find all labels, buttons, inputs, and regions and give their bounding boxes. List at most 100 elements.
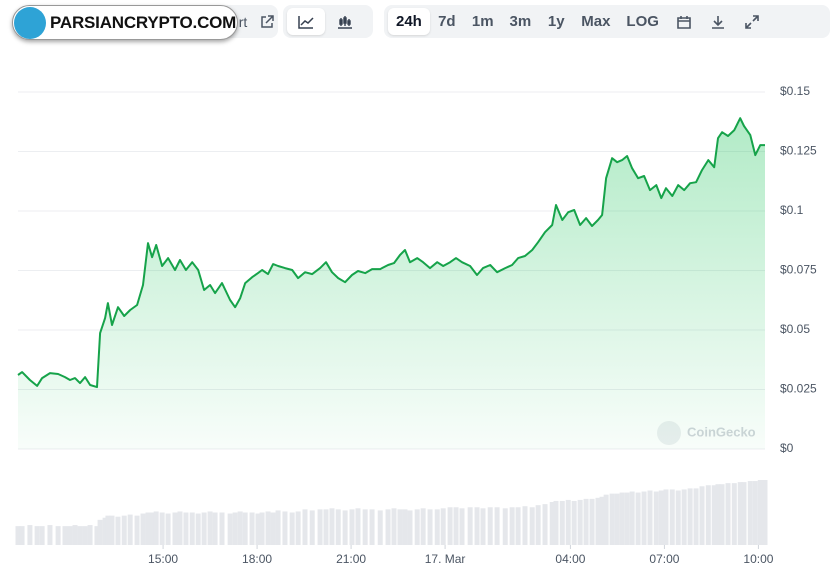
volume-bar [309, 510, 315, 545]
volume-bar [219, 512, 225, 545]
volume-bar [153, 511, 159, 545]
range-button[interactable]: Max [581, 13, 611, 30]
volume-bar [641, 491, 647, 545]
volume-bar [747, 481, 753, 545]
volume-bar [474, 507, 480, 545]
range-button[interactable]: 7d [438, 13, 456, 30]
volume-bar [270, 512, 276, 545]
y-tick-label: $0 [780, 441, 794, 455]
volume-bar [480, 508, 486, 545]
volume-bar [752, 481, 758, 545]
volume-bar [27, 525, 33, 545]
volume-bar [487, 507, 493, 545]
site-watermark: PARSIANCRYPTO.COM [12, 5, 238, 40]
volume-bar [737, 482, 743, 545]
icon [745, 14, 759, 29]
volume-bar [385, 509, 391, 545]
volume-bar [212, 512, 218, 545]
volume-bar [369, 509, 375, 545]
y-tick-label: $0.125 [780, 144, 817, 158]
volume-bar [549, 502, 555, 545]
y-tick-label: $0.15 [780, 84, 810, 98]
volume-bar [693, 488, 699, 545]
volume-bar [459, 508, 465, 545]
volume-bar [599, 496, 605, 545]
volume-bar [329, 508, 335, 545]
external-icon [261, 14, 274, 28]
volume-bar [275, 510, 281, 545]
chart-link-label[interactable]: rt [238, 13, 248, 30]
volume-bar [502, 508, 508, 545]
volume-bar [402, 509, 408, 545]
line-chart-button[interactable] [287, 8, 325, 35]
range-group: 24h 7d 1m 3m 1y Max LOG [384, 5, 830, 38]
icon [677, 15, 691, 29]
volume-bar [577, 499, 583, 545]
volume-bar [427, 509, 433, 545]
volume-bar [34, 526, 40, 545]
candle-chart-button[interactable] [325, 8, 365, 35]
volume-bar [609, 493, 615, 545]
volume-bar [87, 525, 93, 545]
range-button[interactable]: 1y [547, 13, 565, 30]
volume-bar [522, 506, 528, 545]
log-button[interactable]: LOG [626, 13, 659, 30]
range-button[interactable]: 1m [471, 13, 494, 30]
volume-bar [559, 500, 565, 545]
icon [711, 15, 724, 29]
volume-bar [94, 526, 100, 545]
range-button[interactable]: 3m [509, 13, 532, 30]
volume-bar [72, 525, 78, 545]
volume-bar [571, 500, 577, 545]
volume-bar [149, 512, 155, 545]
volume-bar [183, 512, 189, 545]
volume-bar [434, 509, 440, 545]
download-button[interactable] [701, 8, 735, 35]
volume-bar [675, 490, 681, 545]
volume-bar [535, 505, 541, 545]
volume-bar [529, 507, 535, 545]
y-tick-label: $0.05 [780, 322, 810, 336]
volume-bar [565, 499, 571, 545]
volume-bar [624, 492, 630, 545]
volume-bar [295, 511, 301, 545]
volume-bar [323, 509, 329, 545]
volume-bar [165, 513, 171, 545]
volume-bar [440, 508, 446, 545]
volume-bar [109, 515, 115, 545]
volume-bar [47, 525, 53, 545]
y-tick-label: $0.1 [780, 203, 804, 217]
volume-bar [189, 512, 195, 545]
volume-bar [509, 507, 515, 545]
candle-icon [338, 15, 352, 29]
volume-bar [762, 480, 768, 545]
volume-bar [595, 497, 601, 545]
volume-bar [635, 492, 641, 545]
volume-bar [414, 509, 420, 545]
x-tick-label: 17. Mar [425, 552, 466, 566]
volume-bar [172, 512, 178, 545]
volume-bar [453, 507, 459, 545]
volume-bar [447, 507, 453, 545]
volume-bar [589, 498, 595, 545]
y-tick-label: $0.075 [780, 263, 817, 277]
source-logo [657, 421, 681, 445]
volume-bar [317, 509, 323, 545]
range-button[interactable]: 24h [388, 8, 430, 35]
volume-bar [255, 513, 261, 545]
x-tick-label: 18:00 [242, 552, 272, 566]
fullscreen-button[interactable] [735, 8, 769, 35]
volume-bar [127, 514, 133, 545]
volume-bar [687, 488, 693, 545]
volume-bar [699, 486, 705, 545]
calendar-button[interactable] [667, 8, 701, 35]
site-name: PARSIANCRYPTO.COM [50, 12, 237, 32]
price-area [18, 118, 765, 449]
volume-bar [407, 510, 413, 545]
x-tick-label: 04:00 [555, 552, 585, 566]
volume-bar [237, 511, 243, 545]
volume-bar [335, 509, 341, 545]
volume-bar [583, 498, 589, 545]
